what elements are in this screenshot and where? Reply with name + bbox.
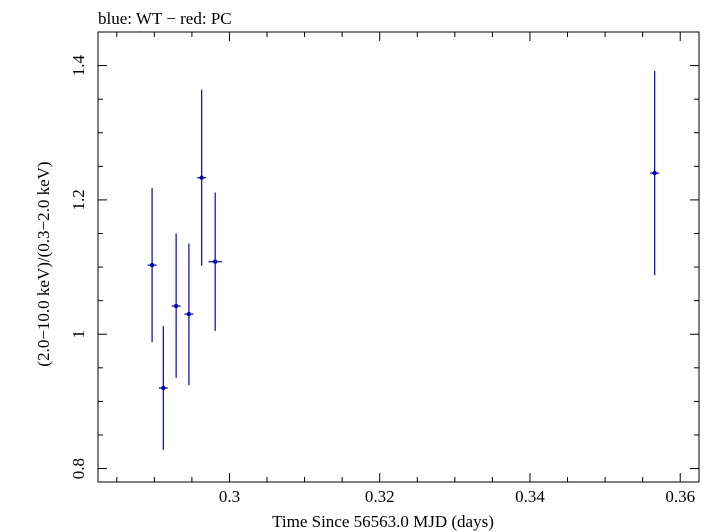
plot-frame <box>97 31 700 483</box>
y-tick-label: 1 <box>69 330 88 339</box>
x-tick-label: 0.3 <box>219 487 240 506</box>
y-tick-label: 1.4 <box>69 54 88 76</box>
data-points <box>147 70 660 450</box>
point-marker <box>173 303 179 309</box>
x-tick-label: 0.36 <box>665 487 695 506</box>
point-marker <box>199 175 204 180</box>
y-tick-label: 1.2 <box>69 189 88 210</box>
data-point <box>184 243 194 386</box>
point-marker <box>652 170 657 176</box>
point-marker <box>149 262 155 268</box>
data-point <box>171 233 181 378</box>
y-tick-label: 0.8 <box>69 458 88 479</box>
chart-title: blue: WT − red: PC <box>98 9 232 28</box>
point-marker <box>161 385 166 391</box>
data-point <box>208 192 222 331</box>
point-marker <box>212 259 218 264</box>
x-axis-label: Time Since 56563.0 MJD (days) <box>272 512 494 531</box>
x-tick-label: 0.34 <box>515 487 545 506</box>
data-point <box>650 70 660 276</box>
data-point <box>197 89 207 266</box>
point-marker <box>186 311 192 317</box>
data-point <box>158 326 168 450</box>
axis-ticks: 0.3 0.32 0.34 0.36 0.8 1 1.2 1.4 <box>69 31 699 506</box>
data-point <box>147 187 157 343</box>
y-axis-label: (2.0−10.0 keV)/(0.3−2.0 keV) <box>34 161 53 366</box>
x-tick-label: 0.32 <box>365 487 395 506</box>
